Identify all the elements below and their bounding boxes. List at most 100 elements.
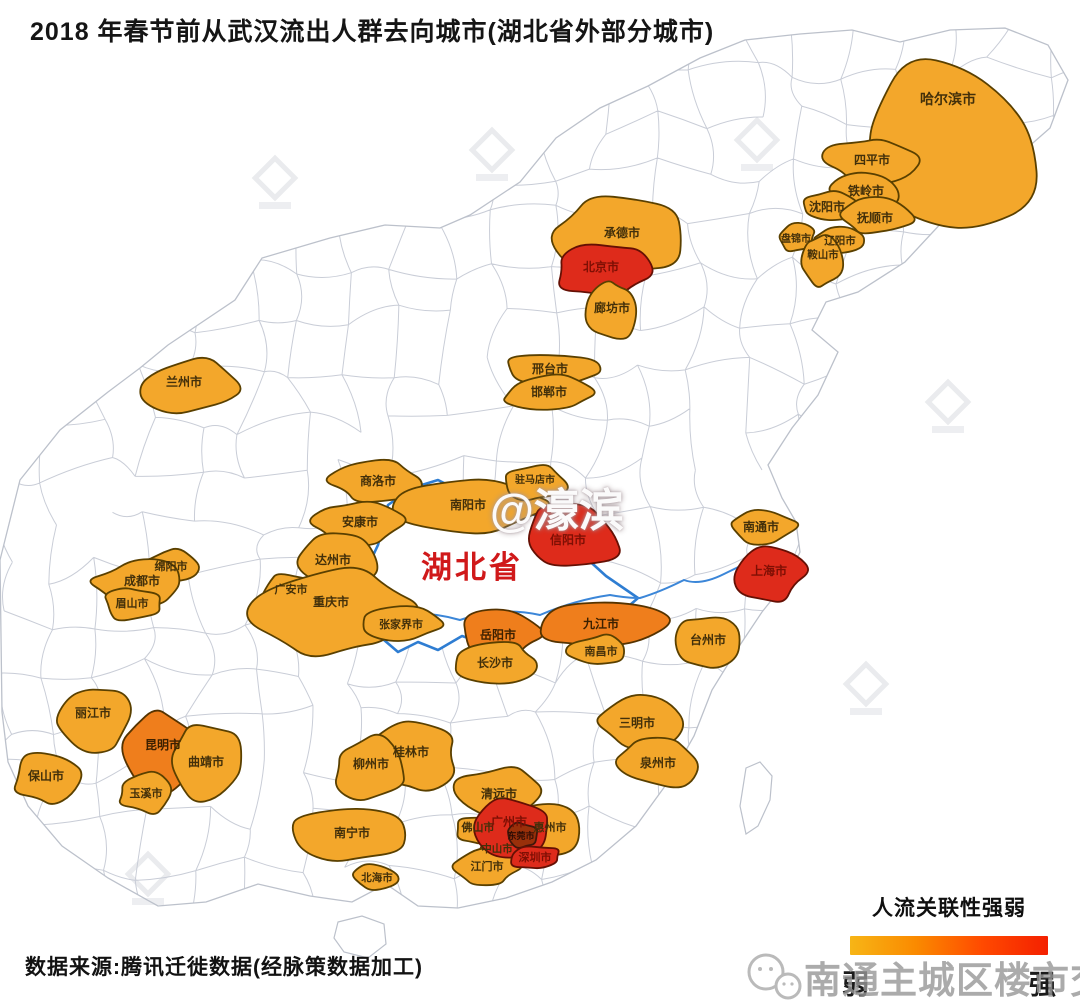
faint-logo-watermark (842, 660, 890, 715)
city-label: 中山市 (481, 842, 513, 855)
city-label: 南昌市 (585, 644, 618, 658)
city-region (800, 234, 845, 288)
city-region (821, 138, 921, 187)
city-label: 惠州市 (534, 820, 567, 834)
city-region (528, 502, 621, 567)
city-label: 廊坊市 (594, 300, 630, 315)
city-region (584, 280, 638, 340)
city-label: 东莞市 (507, 830, 534, 841)
city-label: 驻马店市 (515, 473, 555, 486)
legend-title: 人流关联性强弱 (872, 897, 1026, 920)
city-label: 沈阳市 (809, 199, 845, 214)
city-label: 三明市 (619, 715, 655, 730)
faint-logo-watermark (924, 378, 972, 433)
city-label: 柳州市 (353, 756, 389, 771)
city-label: 达州市 (315, 552, 351, 567)
city-label: 南阳市 (450, 497, 486, 512)
city-region (335, 733, 405, 802)
city-label: 信阳市 (550, 532, 586, 547)
city-label: 泉州市 (640, 755, 676, 770)
city-region (730, 509, 800, 546)
city-region (118, 770, 173, 815)
city-region (362, 605, 445, 642)
yangtze-river (377, 553, 769, 622)
city-label: 重庆市 (313, 594, 349, 609)
city-label: 盘锦市 (781, 232, 811, 245)
city-region (56, 688, 132, 754)
city-label: 安康市 (342, 514, 378, 529)
city-region (13, 751, 83, 805)
city-region (615, 736, 699, 789)
city-region (558, 243, 654, 297)
city-label: 兰州市 (166, 374, 202, 389)
city-region (104, 587, 161, 622)
legend-strong-label: 强 (1029, 970, 1056, 1000)
city-region (510, 845, 560, 870)
city-label: 南宁市 (334, 825, 370, 840)
city-label: 长沙市 (477, 655, 513, 670)
city-label: 北京市 (583, 259, 619, 274)
city-label: 深圳市 (519, 850, 552, 864)
hainan-outline (333, 915, 387, 959)
city-region (507, 821, 539, 849)
city-label: 四平市 (854, 152, 890, 167)
legend-labels: 弱 强 (840, 963, 1058, 1002)
city-region (139, 356, 242, 415)
city-label: 南通市 (743, 519, 779, 534)
city-label: 佛山市 (461, 820, 495, 834)
city-label: 岳阳市 (480, 627, 516, 642)
city-label: 北海市 (361, 871, 393, 884)
city-region (504, 464, 569, 502)
city-label: 九江市 (582, 616, 619, 631)
city-label: 桂林市 (392, 744, 429, 759)
city-region (291, 807, 407, 862)
city-label: 绵阳市 (155, 559, 188, 573)
city-label: 广安市 (275, 582, 308, 596)
city-label: 丽江市 (75, 705, 111, 720)
legend-weak-label: 弱 (842, 970, 869, 1000)
city-label: 昆明市 (145, 737, 181, 752)
city-region (503, 373, 596, 411)
city-region (674, 616, 741, 669)
city-label: 台州市 (690, 632, 726, 647)
faint-logo-watermarks (124, 116, 972, 905)
taiwan-outline (739, 761, 773, 835)
city-label: 清远市 (481, 786, 517, 801)
city-region (352, 863, 400, 891)
city-label: 抚顺市 (857, 210, 893, 225)
faint-logo-watermark (468, 126, 516, 181)
city-regions (13, 58, 1038, 891)
legend-gradient-bar (850, 936, 1048, 955)
china-outline (0, 27, 1069, 909)
city-region (454, 641, 538, 685)
faint-logo-watermark (251, 154, 299, 209)
city-label: 邯郸市 (531, 384, 567, 399)
city-label: 邢台市 (532, 361, 568, 376)
city-region (733, 545, 809, 603)
city-region (171, 724, 243, 803)
page-title: 2018 年春节前从武汉流出人群去向城市(湖北省外部分城市) (30, 18, 715, 46)
city-label: 江门市 (471, 859, 504, 873)
city-label: 成都市 (124, 573, 160, 588)
city-label: 张家界市 (379, 617, 423, 631)
city-label: 鞍山市 (807, 248, 839, 261)
city-label: 哈尔滨市 (920, 91, 976, 107)
center-watermark-text: @濠滨 (490, 485, 624, 536)
city-label: 铁岭市 (848, 183, 884, 198)
data-source-caption: 数据来源:腾讯迁徙数据(经脉策数据加工) (25, 956, 423, 979)
city-label: 玉溪市 (130, 786, 163, 800)
hubei-province-label: 湖北省 (421, 550, 523, 585)
faint-logo-watermark (124, 850, 172, 905)
city-label: 曲靖市 (188, 754, 224, 769)
legend: 人流关联性强弱 弱 强 (840, 892, 1058, 1002)
city-label: 辽阳市 (824, 234, 856, 247)
city-label: 广州市 (491, 814, 527, 829)
city-region (565, 633, 625, 665)
city-region (539, 601, 671, 647)
city-label: 保山市 (27, 768, 64, 783)
city-label: 承德市 (604, 225, 640, 240)
city-region (839, 196, 916, 235)
